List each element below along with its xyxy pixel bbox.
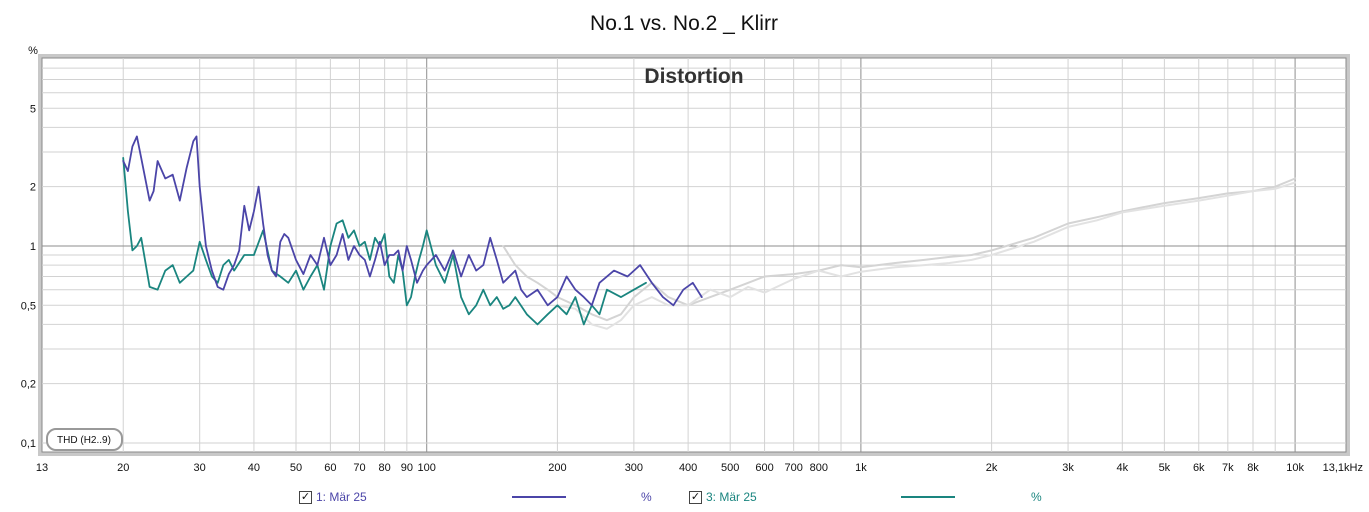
legend-checkbox-3[interactable]: ✓ <box>689 490 702 504</box>
x-tick-label: 600 <box>755 462 773 474</box>
legend-swatch-1 <box>512 496 566 498</box>
x-tick-label: 20 <box>117 462 129 474</box>
x-tick-label: 70 <box>353 462 365 474</box>
x-tick-label: 400 <box>679 462 697 474</box>
x-tick-label: 80 <box>379 462 391 474</box>
chart-title: No.1 vs. No.2 _ Klirr <box>590 12 778 35</box>
thd-badge: THD (H2..9) <box>57 435 111 446</box>
x-tick-label: 4k <box>1116 462 1128 474</box>
series-group <box>122 135 1297 330</box>
x-tick-label: 13 <box>36 462 48 474</box>
x-tick-label: 3k <box>1062 462 1074 474</box>
x-tick-label: 300 <box>625 462 643 474</box>
plot-frame-outer <box>38 54 1350 456</box>
x-tick-label: 60 <box>324 462 336 474</box>
x-tick-label: 30 <box>194 462 206 474</box>
x-tick-label: 2k <box>986 462 998 474</box>
x-tick-label: 7k <box>1222 462 1234 474</box>
series-line-3 <box>502 177 1297 322</box>
x-tick-label: 8k <box>1247 462 1259 474</box>
y-tick-label: 1 <box>30 241 36 253</box>
legend-unit-1: % <box>641 490 652 504</box>
legend-item-3[interactable]: ✓ 3: Mär 25 <box>689 488 765 506</box>
y-tick-label: 5 <box>30 103 36 115</box>
x-tick-label: 6k <box>1193 462 1205 474</box>
x-tick-label: 500 <box>721 462 739 474</box>
y-tick-labels: 5 2 1 0,5 0,2 0,1 <box>21 103 36 450</box>
legend-unit-3: % <box>1031 490 1042 504</box>
thd-badge-frame[interactable] <box>46 428 123 451</box>
x-tick-label: 100 <box>418 462 436 474</box>
legend-checkbox-1[interactable]: ✓ <box>299 490 312 504</box>
series-line-1 <box>122 135 703 307</box>
y-unit-label: % <box>28 45 38 57</box>
x-tick-label: 1k <box>855 462 867 474</box>
x-tick-label: 800 <box>810 462 828 474</box>
series-line-2 <box>122 156 647 326</box>
x-tick-label: 50 <box>290 462 302 474</box>
legend-label-1: 1: Mär 25 <box>316 490 367 504</box>
x-tick-label: 200 <box>548 462 566 474</box>
x-tick-label: 40 <box>248 462 260 474</box>
y-tick-label: 0,1 <box>21 438 36 450</box>
legend-item-1[interactable]: ✓ 1: Mär 25 <box>299 488 375 506</box>
x-tick-label: 700 <box>784 462 802 474</box>
y-gridlines <box>42 67 1346 444</box>
chart-subtitle: Distortion <box>644 65 743 88</box>
y-tick-label: 2 <box>30 182 36 194</box>
y-tick-label: 0,2 <box>21 379 36 391</box>
legend-swatch-3 <box>901 496 955 498</box>
y-tick-label: 0,5 <box>21 300 36 312</box>
x-tick-label: 5k <box>1159 462 1171 474</box>
x-tick-label: 13,1kHz <box>1323 462 1363 474</box>
legend-label-3: 3: Mär 25 <box>706 490 757 504</box>
x-tick-labels: 13 20 30 40 50 60 70 80 90 100 200 300 400 500 600 700 8… <box>36 462 1363 474</box>
x-tick-label: 90 <box>401 462 413 474</box>
series-line-4 <box>556 181 1297 330</box>
x-tick-label: 10k <box>1286 462 1304 474</box>
